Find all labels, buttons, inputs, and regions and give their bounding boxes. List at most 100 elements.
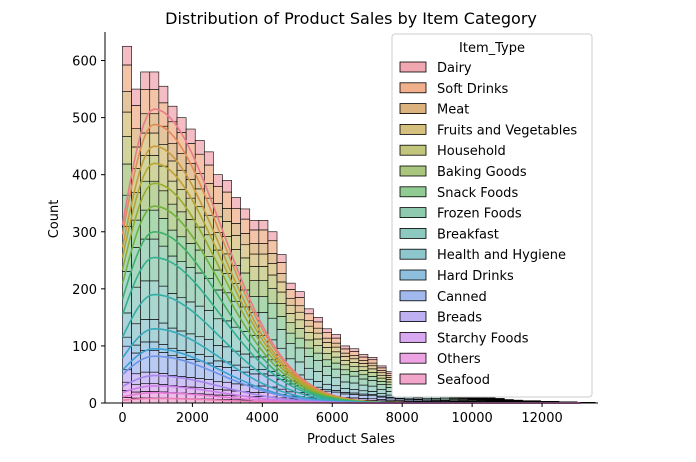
hist-bar-segment — [213, 186, 223, 204]
hist-bar-segment — [149, 371, 160, 385]
hist-bar-segment — [122, 111, 132, 137]
hist-bar-segment — [349, 366, 360, 372]
y-axis-ticks: 0 100 200 300 400 500 600 — [72, 55, 105, 412]
hist-bar-segment — [222, 191, 232, 209]
hist-bar-segment — [303, 367, 314, 380]
hist-bar-segment — [285, 282, 296, 290]
hist-bar-segment — [294, 291, 305, 298]
hist-bar-segment — [331, 351, 341, 358]
hist-bar-segment — [294, 319, 305, 329]
hist-bar-segment — [303, 308, 314, 315]
hist-bar-segment — [331, 368, 341, 379]
hist-bar-segment — [376, 367, 387, 371]
legend-label: Breads — [437, 311, 482, 326]
hist-bar-segment — [340, 345, 351, 350]
hist-bar-segment — [276, 291, 287, 304]
axes — [104, 32, 598, 404]
legend-swatch — [399, 82, 427, 94]
hist-bar-segment — [358, 354, 369, 358]
hist-bar-segment — [331, 377, 341, 387]
hist-bar-segment — [131, 88, 141, 106]
hist-bar-segment — [276, 262, 287, 274]
legend-label: Others — [437, 352, 481, 367]
hist-bar-segment — [149, 383, 160, 392]
hist-bar-segment — [231, 207, 241, 224]
hist-bar-segment — [149, 319, 160, 343]
legend-swatch — [399, 227, 427, 239]
hist-bar-segment — [122, 136, 132, 165]
hist-bar-segment — [240, 233, 251, 246]
legend-swatch — [399, 248, 427, 260]
hist-bar-segment — [158, 322, 169, 345]
hist-bar-segment — [322, 352, 332, 361]
legend-swatch — [399, 352, 427, 364]
hist-bar-segment — [249, 229, 260, 244]
legend-swatch — [399, 269, 427, 281]
x-tick-label: 12000 — [521, 411, 562, 426]
hist-bar-segment — [149, 113, 160, 134]
hist-bar-segment — [185, 267, 196, 303]
hist-bar-segment — [385, 397, 396, 401]
hist-bar-segment — [249, 280, 260, 297]
hist-bar-segment — [249, 243, 260, 255]
hist-bar-segment — [376, 377, 387, 382]
legend-label: Household — [437, 144, 506, 159]
legend-label: Breakfast — [437, 227, 499, 242]
hist-bar-segment — [349, 394, 360, 399]
hist-bar-segment — [149, 280, 160, 320]
legend-swatch — [399, 290, 427, 302]
x-axis-ticks: 0 2000 4000 6000 8000 10000 12000 — [118, 403, 563, 426]
y-tick-label: 400 — [72, 169, 97, 184]
hist-bar-segment — [322, 383, 332, 390]
hist-bar-segment — [331, 385, 341, 391]
hist-bar-segment — [285, 322, 296, 334]
hist-bar-segment — [258, 229, 269, 244]
hist-bar-segment — [340, 364, 351, 371]
legend-swatch — [399, 331, 427, 343]
hist-bar-segment — [331, 334, 341, 339]
hist-bar-segment — [376, 396, 387, 400]
hist-bar-segment — [322, 347, 332, 354]
hist-bar-segment — [367, 357, 378, 361]
x-axis-label: Product Sales — [307, 432, 395, 447]
hist-bar-segment — [367, 391, 378, 395]
hist-bar-segment — [194, 360, 205, 379]
hist-bar-segment — [303, 339, 314, 349]
hist-bar-segment — [158, 190, 169, 219]
legend-label: Meat — [437, 103, 469, 118]
legend-label: Hard Drinks — [437, 269, 514, 284]
legend-swatch — [399, 311, 427, 323]
hist-bar-segment — [349, 382, 360, 390]
hist-bar-segment — [358, 378, 369, 386]
hist-bar-segment — [376, 381, 387, 385]
legend-title: Item_Type — [459, 41, 525, 56]
hist-bar-segment — [340, 374, 351, 383]
hist-bar-segment — [285, 289, 296, 299]
hist-bar-segment — [258, 280, 269, 297]
hist-bar-segment — [367, 395, 378, 400]
hist-bar-segment — [376, 374, 387, 379]
y-axis-label: Count — [47, 200, 62, 239]
hist-bar-segment — [185, 333, 196, 353]
hist-bar-segment — [349, 389, 360, 394]
hist-bar-segment — [276, 303, 287, 317]
legend-entries: Dairy Soft Drinks Meat Fruits and Vegetable… — [399, 61, 577, 388]
hist-bar-segment — [185, 128, 196, 144]
hist-bar-segment — [376, 389, 387, 394]
hist-bar-segment — [231, 197, 241, 209]
hist-bar-segment — [331, 356, 341, 364]
hist-bar-segment — [194, 140, 205, 155]
legend-swatch — [399, 373, 427, 385]
hist-bar-segment — [313, 371, 323, 382]
hist-bar-segment — [222, 180, 232, 193]
hist-bar-segment — [140, 71, 151, 90]
hist-bar-segment — [331, 346, 341, 353]
hist-bar-segment — [358, 390, 369, 395]
y-tick-label: 600 — [72, 55, 97, 70]
hist-bar-segment — [349, 351, 360, 356]
hist-bar-segment — [294, 328, 305, 339]
hist-bar-segment — [140, 89, 151, 115]
hist-bar-segment — [267, 240, 278, 254]
hist-bar-segment — [331, 337, 341, 344]
